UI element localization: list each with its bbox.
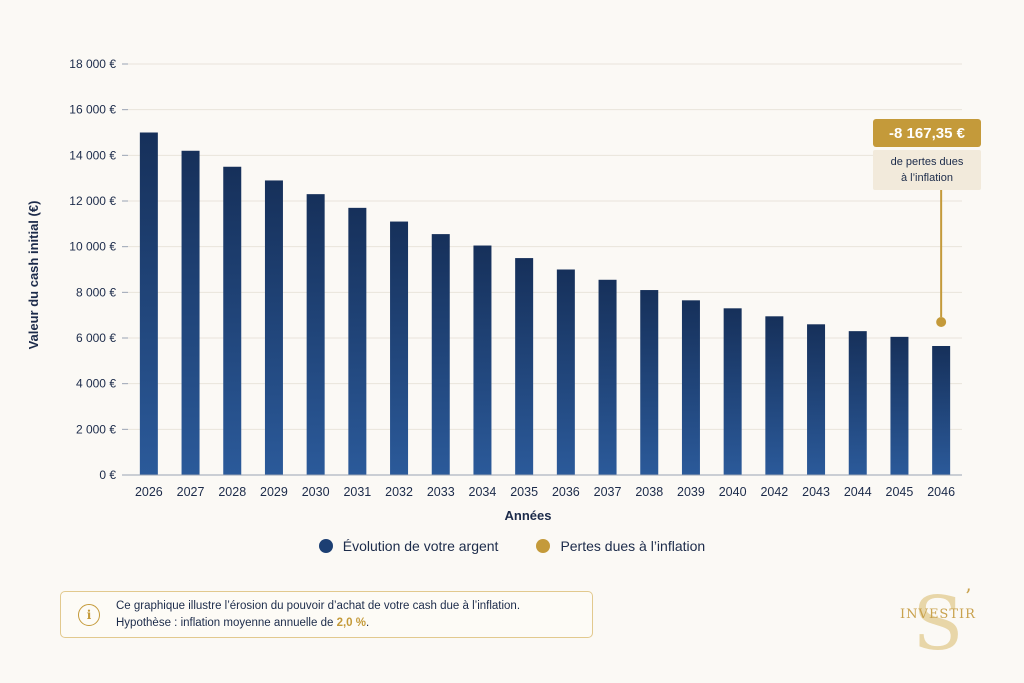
bar-2046	[932, 345, 951, 475]
logo-apostrophe: ’	[965, 584, 971, 608]
info-line-2: Hypothèse : inflation moyenne annuelle d…	[116, 615, 520, 632]
info-box: i Ce graphique illustre l’érosion du pou…	[60, 591, 593, 638]
x-tick-label: 2036	[552, 485, 580, 499]
y-tick-label: 10 000 €	[69, 240, 116, 254]
inflation-rate: 2,0 %	[336, 616, 366, 629]
grid-lines	[128, 63, 962, 430]
bar-2040	[723, 308, 742, 475]
legend-dot-money	[318, 539, 333, 553]
loss-caption-line2: à l’inflation	[901, 172, 953, 184]
x-axis-title: Années	[505, 508, 552, 523]
y-tick-label: 0 €	[99, 468, 116, 482]
bar-2034	[473, 245, 492, 475]
bar-2038	[640, 290, 659, 475]
x-tick-label: 2031	[343, 485, 371, 499]
y-axis: 0 € 2 000 € 4 000 € 6 000 € 8 000 € 10 000 € 1…	[69, 57, 128, 482]
info-text: Ce graphique illustre l’érosion du pouvo…	[116, 598, 520, 632]
info-icon: i	[78, 603, 100, 626]
chart-legend: Évolution de votre argent Pertes dues à …	[0, 538, 1024, 554]
x-tick-label: 2034	[469, 485, 497, 499]
bar-2029	[264, 180, 283, 475]
x-tick-label: 2028	[218, 485, 246, 499]
loss-caption: de pertes dues à l’inflation	[873, 150, 981, 190]
legend-item-losses: Pertes dues à l’inflation	[536, 538, 705, 554]
legend-label-losses: Pertes dues à l’inflation	[560, 538, 706, 554]
x-tick-label: 2039	[677, 485, 705, 499]
logo-word: INVESTIR	[900, 607, 976, 622]
y-tick-label: 6 000 €	[76, 331, 116, 345]
y-tick-label: 14 000 €	[69, 148, 116, 162]
bar-2032	[390, 221, 409, 475]
y-tick-label: 8 000 €	[76, 285, 116, 299]
legend-dot-losses	[536, 539, 551, 553]
loss-point	[936, 317, 947, 328]
bar-2045	[890, 336, 909, 475]
info-line-2-suffix: .	[366, 616, 370, 629]
y-tick-label: 12 000 €	[69, 194, 116, 208]
bar-2027	[181, 150, 200, 475]
x-tick-label: 2038	[635, 485, 663, 499]
bar-2026	[139, 132, 158, 475]
loss-caption-line1: de pertes dues	[890, 156, 964, 168]
x-tick-label: 2045	[886, 485, 914, 499]
x-tick-label: 2044	[844, 485, 872, 499]
bar-2028	[223, 166, 242, 475]
x-tick-label: 2035	[510, 485, 538, 499]
x-tick-label: 2033	[427, 485, 455, 499]
investir-logo: S ’ INVESTIR	[893, 581, 983, 667]
bar-2039	[681, 300, 700, 475]
x-axis: 2026 2027 2028 2029 2030 2031 2032 2033 2034 2035…	[135, 485, 955, 499]
y-tick-label: 2 000 €	[76, 422, 116, 436]
x-tick-label: 2030	[302, 485, 330, 499]
info-line-2-prefix: Hypothèse : inflation moyenne annuelle d…	[116, 616, 337, 629]
x-tick-label: 2029	[260, 485, 288, 499]
loss-value-badge: -8 167,35 €	[873, 119, 981, 147]
x-tick-label: 2032	[385, 485, 413, 499]
bar-2030	[306, 194, 325, 475]
bar-2033	[431, 234, 450, 475]
bar-2031	[348, 207, 367, 475]
x-tick-label: 2046	[927, 485, 955, 499]
logo-letter: S	[913, 583, 964, 658]
legend-label-money: Évolution de votre argent	[342, 538, 499, 554]
info-line-1: Ce graphique illustre l’érosion du pouvo…	[116, 599, 521, 612]
bar-2035	[515, 258, 534, 475]
bar-2042	[765, 316, 784, 475]
x-tick-label: 2037	[594, 485, 622, 499]
y-tick-label: 18 000 €	[69, 57, 116, 71]
bar-2043	[807, 324, 826, 475]
y-tick-label: 4 000 €	[76, 377, 116, 391]
x-tick-label: 2026	[135, 485, 163, 499]
bar-2036	[556, 269, 575, 475]
bar-2044	[848, 331, 867, 475]
y-axis-title: Valeur du cash initial (€)	[26, 201, 41, 350]
x-tick-label: 2027	[177, 485, 205, 499]
bars	[139, 132, 951, 475]
y-tick-label: 16 000 €	[69, 103, 116, 117]
bar-2037	[598, 279, 617, 475]
x-tick-label: 2040	[719, 485, 747, 499]
logo-mark: S ’	[913, 581, 972, 667]
x-tick-label: 2042	[760, 485, 788, 499]
x-tick-label: 2043	[802, 485, 830, 499]
legend-item-money: Évolution de votre argent	[318, 538, 499, 554]
